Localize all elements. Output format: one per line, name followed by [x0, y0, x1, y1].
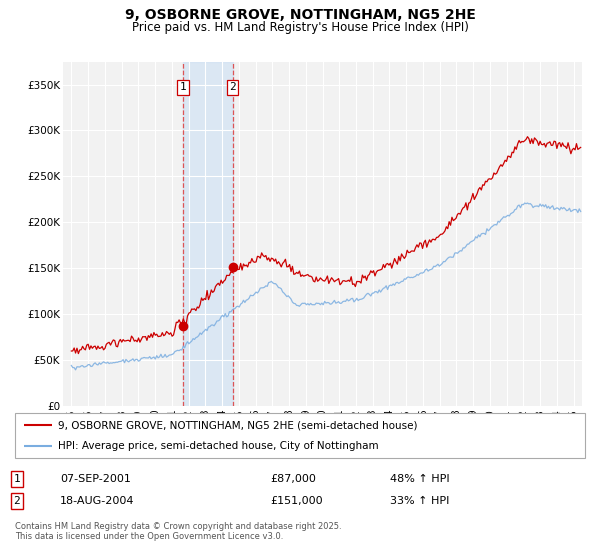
Text: £151,000: £151,000: [270, 496, 323, 506]
Text: 07-SEP-2001: 07-SEP-2001: [60, 474, 131, 484]
Text: 1: 1: [179, 82, 187, 92]
Text: 2: 2: [13, 496, 20, 506]
Text: HPI: Average price, semi-detached house, City of Nottingham: HPI: Average price, semi-detached house,…: [58, 441, 379, 451]
FancyBboxPatch shape: [15, 413, 585, 458]
Text: Price paid vs. HM Land Registry's House Price Index (HPI): Price paid vs. HM Land Registry's House …: [131, 21, 469, 34]
Text: 9, OSBORNE GROVE, NOTTINGHAM, NG5 2HE (semi-detached house): 9, OSBORNE GROVE, NOTTINGHAM, NG5 2HE (s…: [58, 420, 417, 430]
Text: 33% ↑ HPI: 33% ↑ HPI: [390, 496, 449, 506]
Text: £87,000: £87,000: [270, 474, 316, 484]
Text: 9, OSBORNE GROVE, NOTTINGHAM, NG5 2HE: 9, OSBORNE GROVE, NOTTINGHAM, NG5 2HE: [125, 8, 475, 22]
Text: 2: 2: [229, 82, 236, 92]
Text: 48% ↑ HPI: 48% ↑ HPI: [390, 474, 449, 484]
Text: 18-AUG-2004: 18-AUG-2004: [60, 496, 134, 506]
Text: Contains HM Land Registry data © Crown copyright and database right 2025.
This d: Contains HM Land Registry data © Crown c…: [15, 522, 341, 542]
Text: 1: 1: [13, 474, 20, 484]
Bar: [183, 62, 233, 406]
